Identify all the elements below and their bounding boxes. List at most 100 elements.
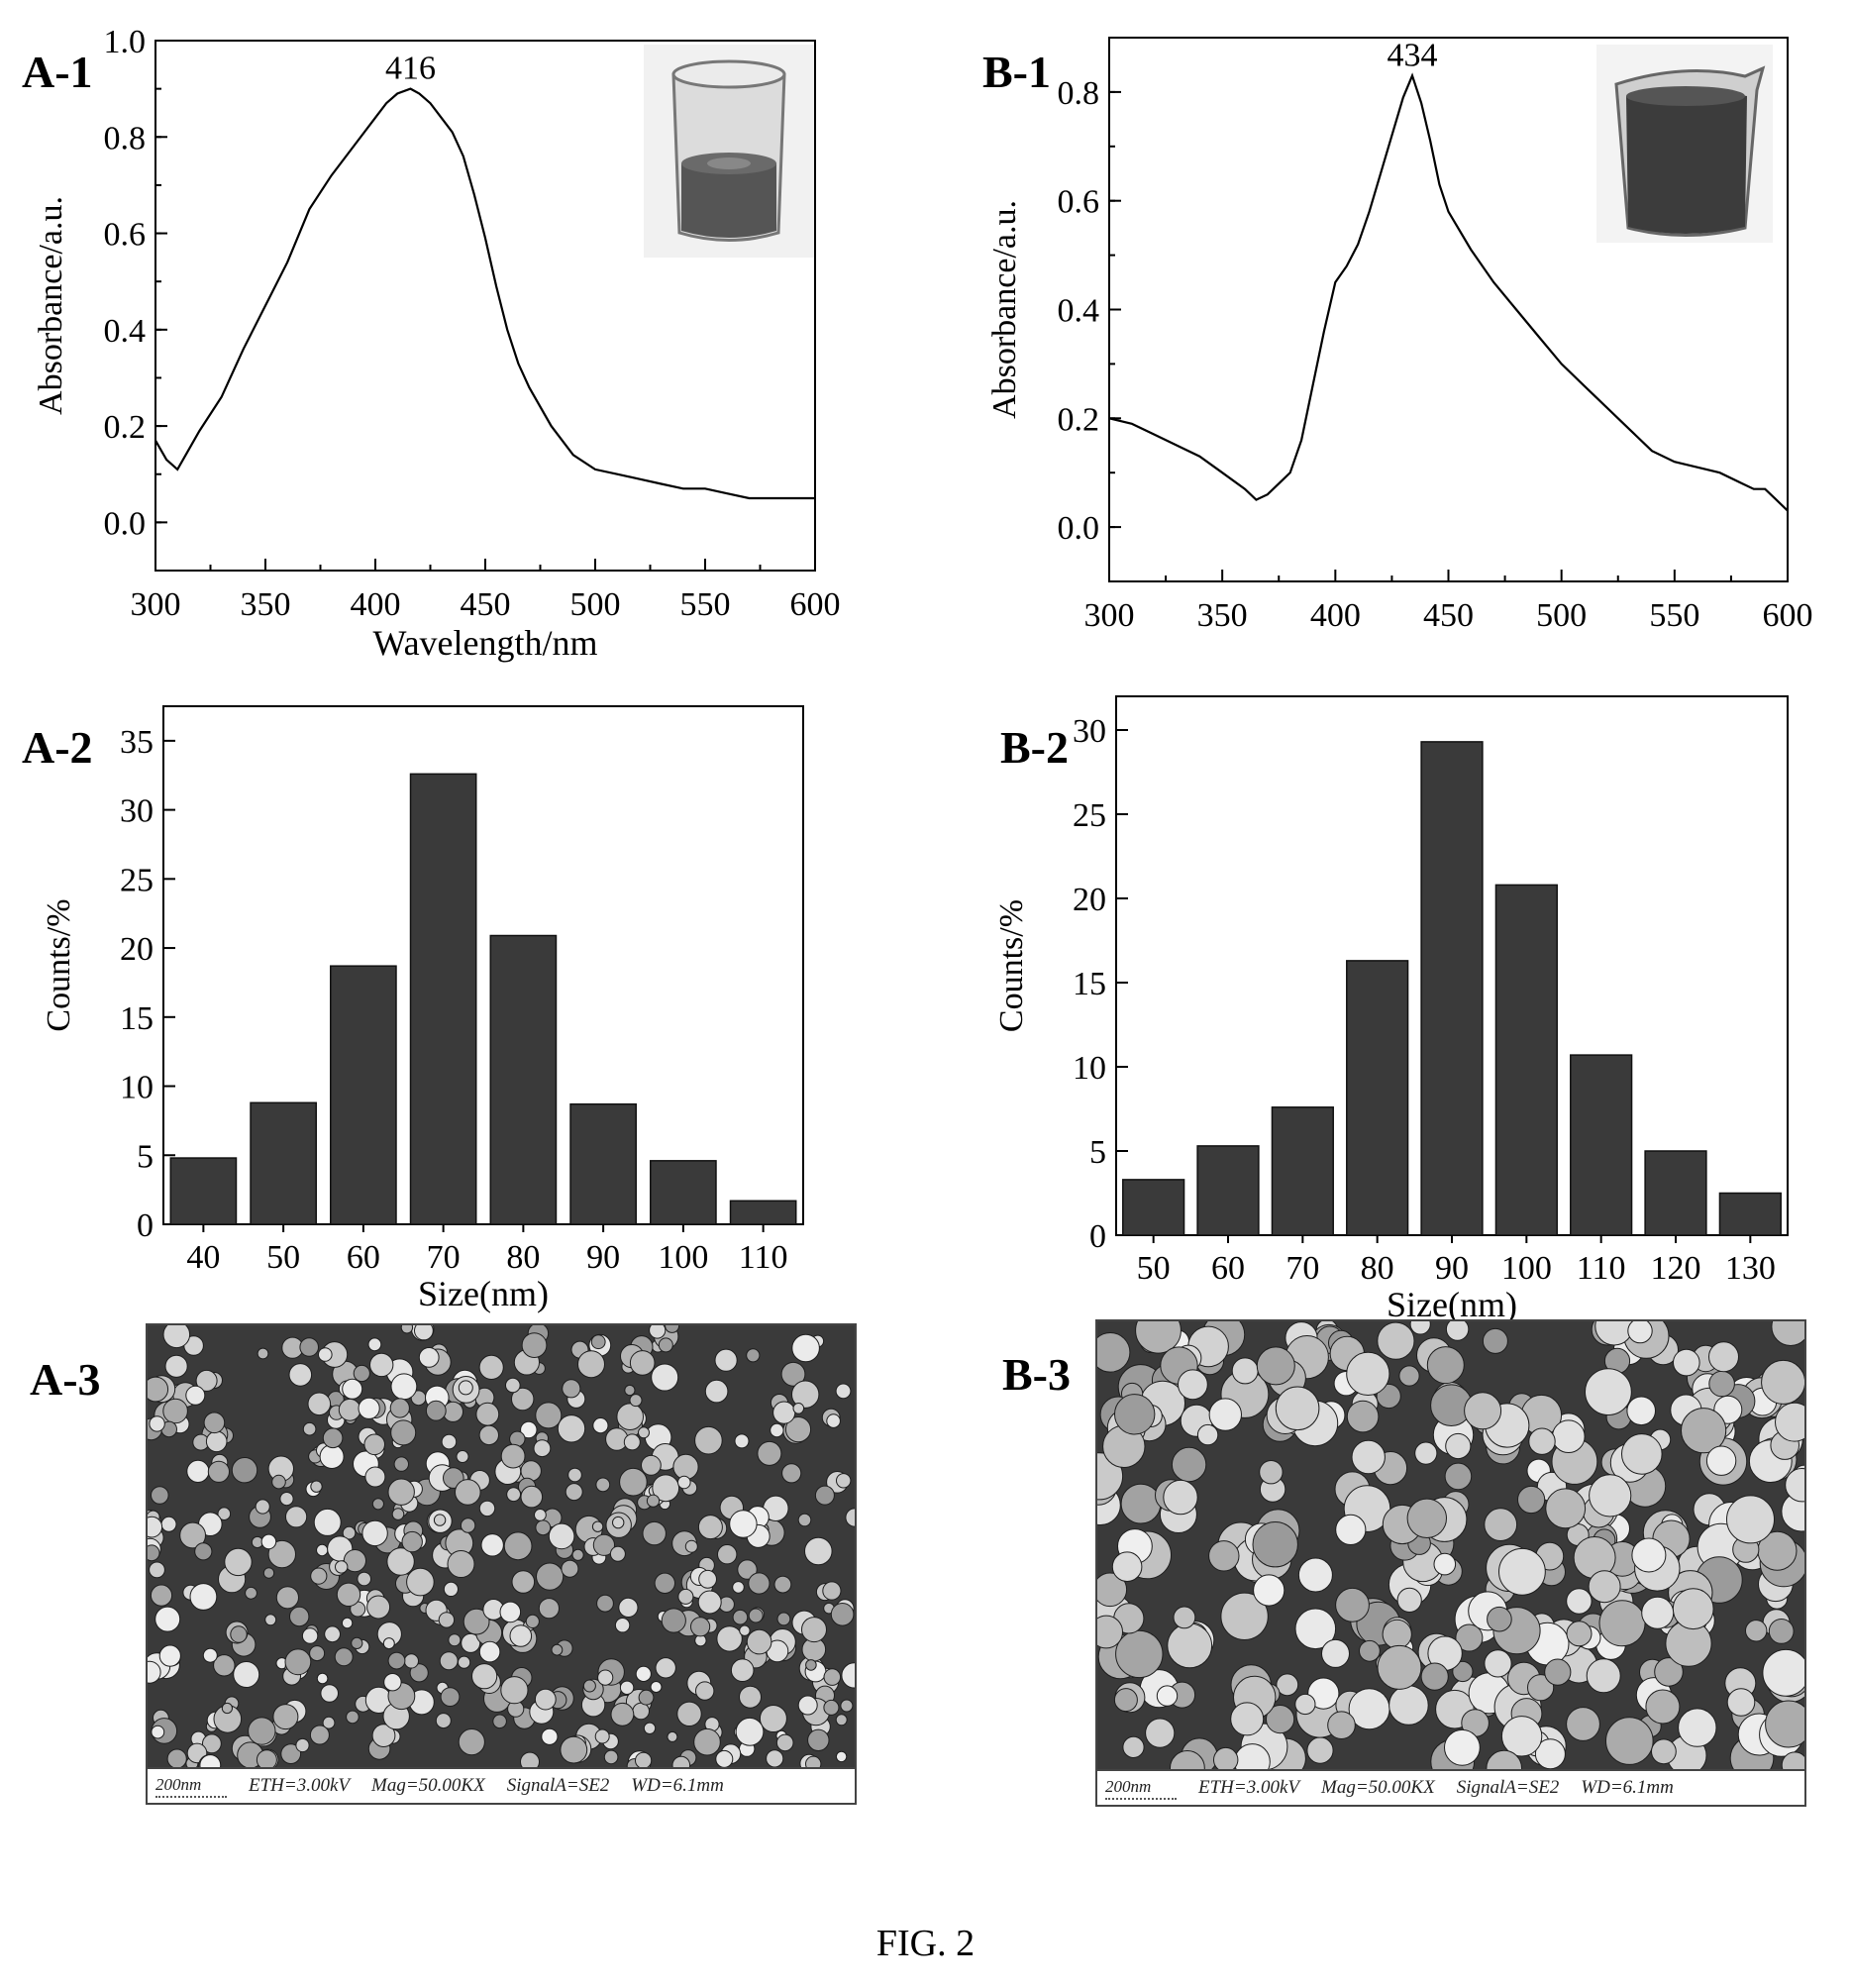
sem-particle xyxy=(684,1539,698,1553)
sem-particle xyxy=(302,1421,317,1436)
sem-particle xyxy=(772,1401,796,1424)
sem-particle xyxy=(520,1751,540,1767)
sem-particle xyxy=(478,1640,501,1663)
sem-particle xyxy=(805,1755,822,1767)
sem-particle xyxy=(1307,1677,1340,1710)
x-tick-label: 600 xyxy=(790,586,841,623)
sem-particle xyxy=(500,1676,529,1705)
sem-particle xyxy=(148,1516,163,1538)
sem-particle xyxy=(371,1724,396,1748)
y-tick-label: 0.8 xyxy=(104,120,147,157)
histogram-bar xyxy=(250,1101,317,1225)
sem-particle xyxy=(194,1542,213,1561)
y-tick-label: 0.0 xyxy=(104,505,147,542)
x-tick-label: 80 xyxy=(1361,1250,1394,1287)
sem-particle xyxy=(230,1625,248,1643)
sem-particle xyxy=(804,1536,833,1566)
sem-particle xyxy=(358,1397,380,1419)
sem-particle xyxy=(301,1627,319,1644)
sem-particle xyxy=(1220,1592,1269,1640)
sem-particle xyxy=(260,1533,277,1550)
sem-particle xyxy=(1173,1606,1196,1629)
sem-particle xyxy=(383,1673,402,1692)
sem-particle xyxy=(307,1392,332,1416)
sem-particle xyxy=(775,1733,794,1752)
sem-eth-b: ETH=3.00kV xyxy=(1198,1777,1300,1798)
y-tick-label: 15 xyxy=(120,1000,154,1037)
sem-signal-a: SignalA=SE2 xyxy=(506,1775,610,1796)
sem-particle xyxy=(797,1695,818,1716)
sem-particle xyxy=(1626,1396,1657,1426)
sem-particle xyxy=(822,1581,842,1601)
sem-particle xyxy=(346,1710,360,1725)
sem-particle xyxy=(520,1485,544,1509)
sem-particle xyxy=(766,1749,784,1767)
sem-particle xyxy=(1376,1383,1401,1410)
x-tick-label: 60 xyxy=(347,1239,380,1276)
sem-particle xyxy=(1768,1619,1795,1644)
histogram-bar xyxy=(409,773,477,1225)
sem-particle xyxy=(1586,1658,1621,1694)
sem-particle xyxy=(1230,1702,1265,1736)
sem-particle xyxy=(280,1743,302,1765)
sem-particle xyxy=(557,1414,586,1443)
sem-particle xyxy=(1294,1693,1316,1716)
sem-particle xyxy=(391,1508,405,1520)
sem-particle xyxy=(577,1350,605,1379)
sem-particle xyxy=(649,1325,667,1339)
sem-particle xyxy=(262,1567,275,1579)
sem-particle xyxy=(1259,1460,1284,1485)
y-tick-label: 5 xyxy=(137,1138,154,1175)
sem-particle xyxy=(503,1531,533,1561)
sem-particle xyxy=(823,1668,842,1686)
sem-particle xyxy=(746,1628,772,1655)
sem-particle xyxy=(1135,1321,1182,1354)
sem-particle xyxy=(463,1608,490,1635)
x-tick-label: 350 xyxy=(1197,597,1248,634)
sem-particle xyxy=(1231,1357,1259,1385)
sem-particle xyxy=(1487,1606,1512,1632)
histogram-bar xyxy=(650,1160,717,1225)
sem-particle xyxy=(695,1681,715,1701)
sem-particle xyxy=(310,1480,323,1493)
x-axis-label: Size(nm) xyxy=(418,1274,549,1313)
peak-label-a-1: 416 xyxy=(385,51,436,87)
sem-particle xyxy=(841,1662,855,1689)
sem-particle xyxy=(624,1384,636,1397)
sem-particle xyxy=(845,1508,855,1527)
sem-particle xyxy=(1785,1468,1804,1503)
sem-particle xyxy=(732,1609,749,1625)
sem-particle xyxy=(338,1398,361,1421)
y-tick-label: 0.2 xyxy=(1058,401,1100,438)
sem-particle xyxy=(245,1586,257,1600)
sem-particle xyxy=(1122,1735,1145,1758)
sem-particle xyxy=(565,1483,583,1502)
x-tick-label: 300 xyxy=(131,586,181,623)
sem-particle xyxy=(149,1561,165,1579)
sem-particle xyxy=(217,1507,232,1520)
sem-particle xyxy=(792,1403,805,1414)
sem-particle xyxy=(335,1560,349,1574)
sem-image-b: 200nm ETH=3.00kV Mag=50.00KX SignalA=SE2… xyxy=(1095,1319,1806,1807)
sem-particle xyxy=(387,1651,406,1670)
histogram-bar xyxy=(1122,1179,1185,1236)
sem-particle xyxy=(505,1377,521,1394)
x-tick-label: 120 xyxy=(1651,1250,1701,1287)
sem-particle xyxy=(233,1661,260,1688)
sem-particle xyxy=(1433,1552,1457,1576)
y-axis-label: Counts/% xyxy=(41,898,77,1031)
y-tick-label: 10 xyxy=(120,1070,154,1106)
sem-particle xyxy=(623,1433,641,1451)
sem-particle xyxy=(440,1687,461,1708)
x-tick-label: 70 xyxy=(427,1239,461,1276)
histogram-bar xyxy=(489,934,558,1225)
sem-particle xyxy=(414,1325,434,1341)
sem-particle xyxy=(319,1444,345,1469)
x-tick-label: 90 xyxy=(586,1239,620,1276)
sem-particle xyxy=(533,1439,552,1458)
sem-particle xyxy=(551,1643,564,1656)
y-tick-label: 0.8 xyxy=(1058,75,1100,112)
sem-particle xyxy=(826,1413,841,1428)
sem-image-a: 200nm ETH=3.00kV Mag=50.00KX SignalA=SE2… xyxy=(146,1323,857,1805)
sem-particle xyxy=(318,1347,333,1362)
